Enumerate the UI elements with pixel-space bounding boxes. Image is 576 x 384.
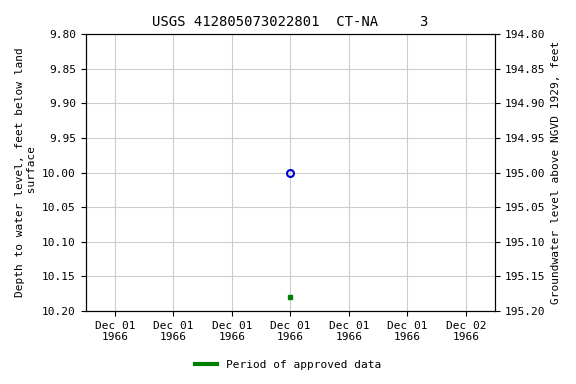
Y-axis label: Groundwater level above NGVD 1929, feet: Groundwater level above NGVD 1929, feet [551, 41, 561, 304]
Title: USGS 412805073022801  CT-NA     3: USGS 412805073022801 CT-NA 3 [152, 15, 429, 29]
Y-axis label: Depth to water level, feet below land
 surface: Depth to water level, feet below land su… [15, 48, 37, 298]
Legend: Period of approved data: Period of approved data [191, 356, 385, 375]
